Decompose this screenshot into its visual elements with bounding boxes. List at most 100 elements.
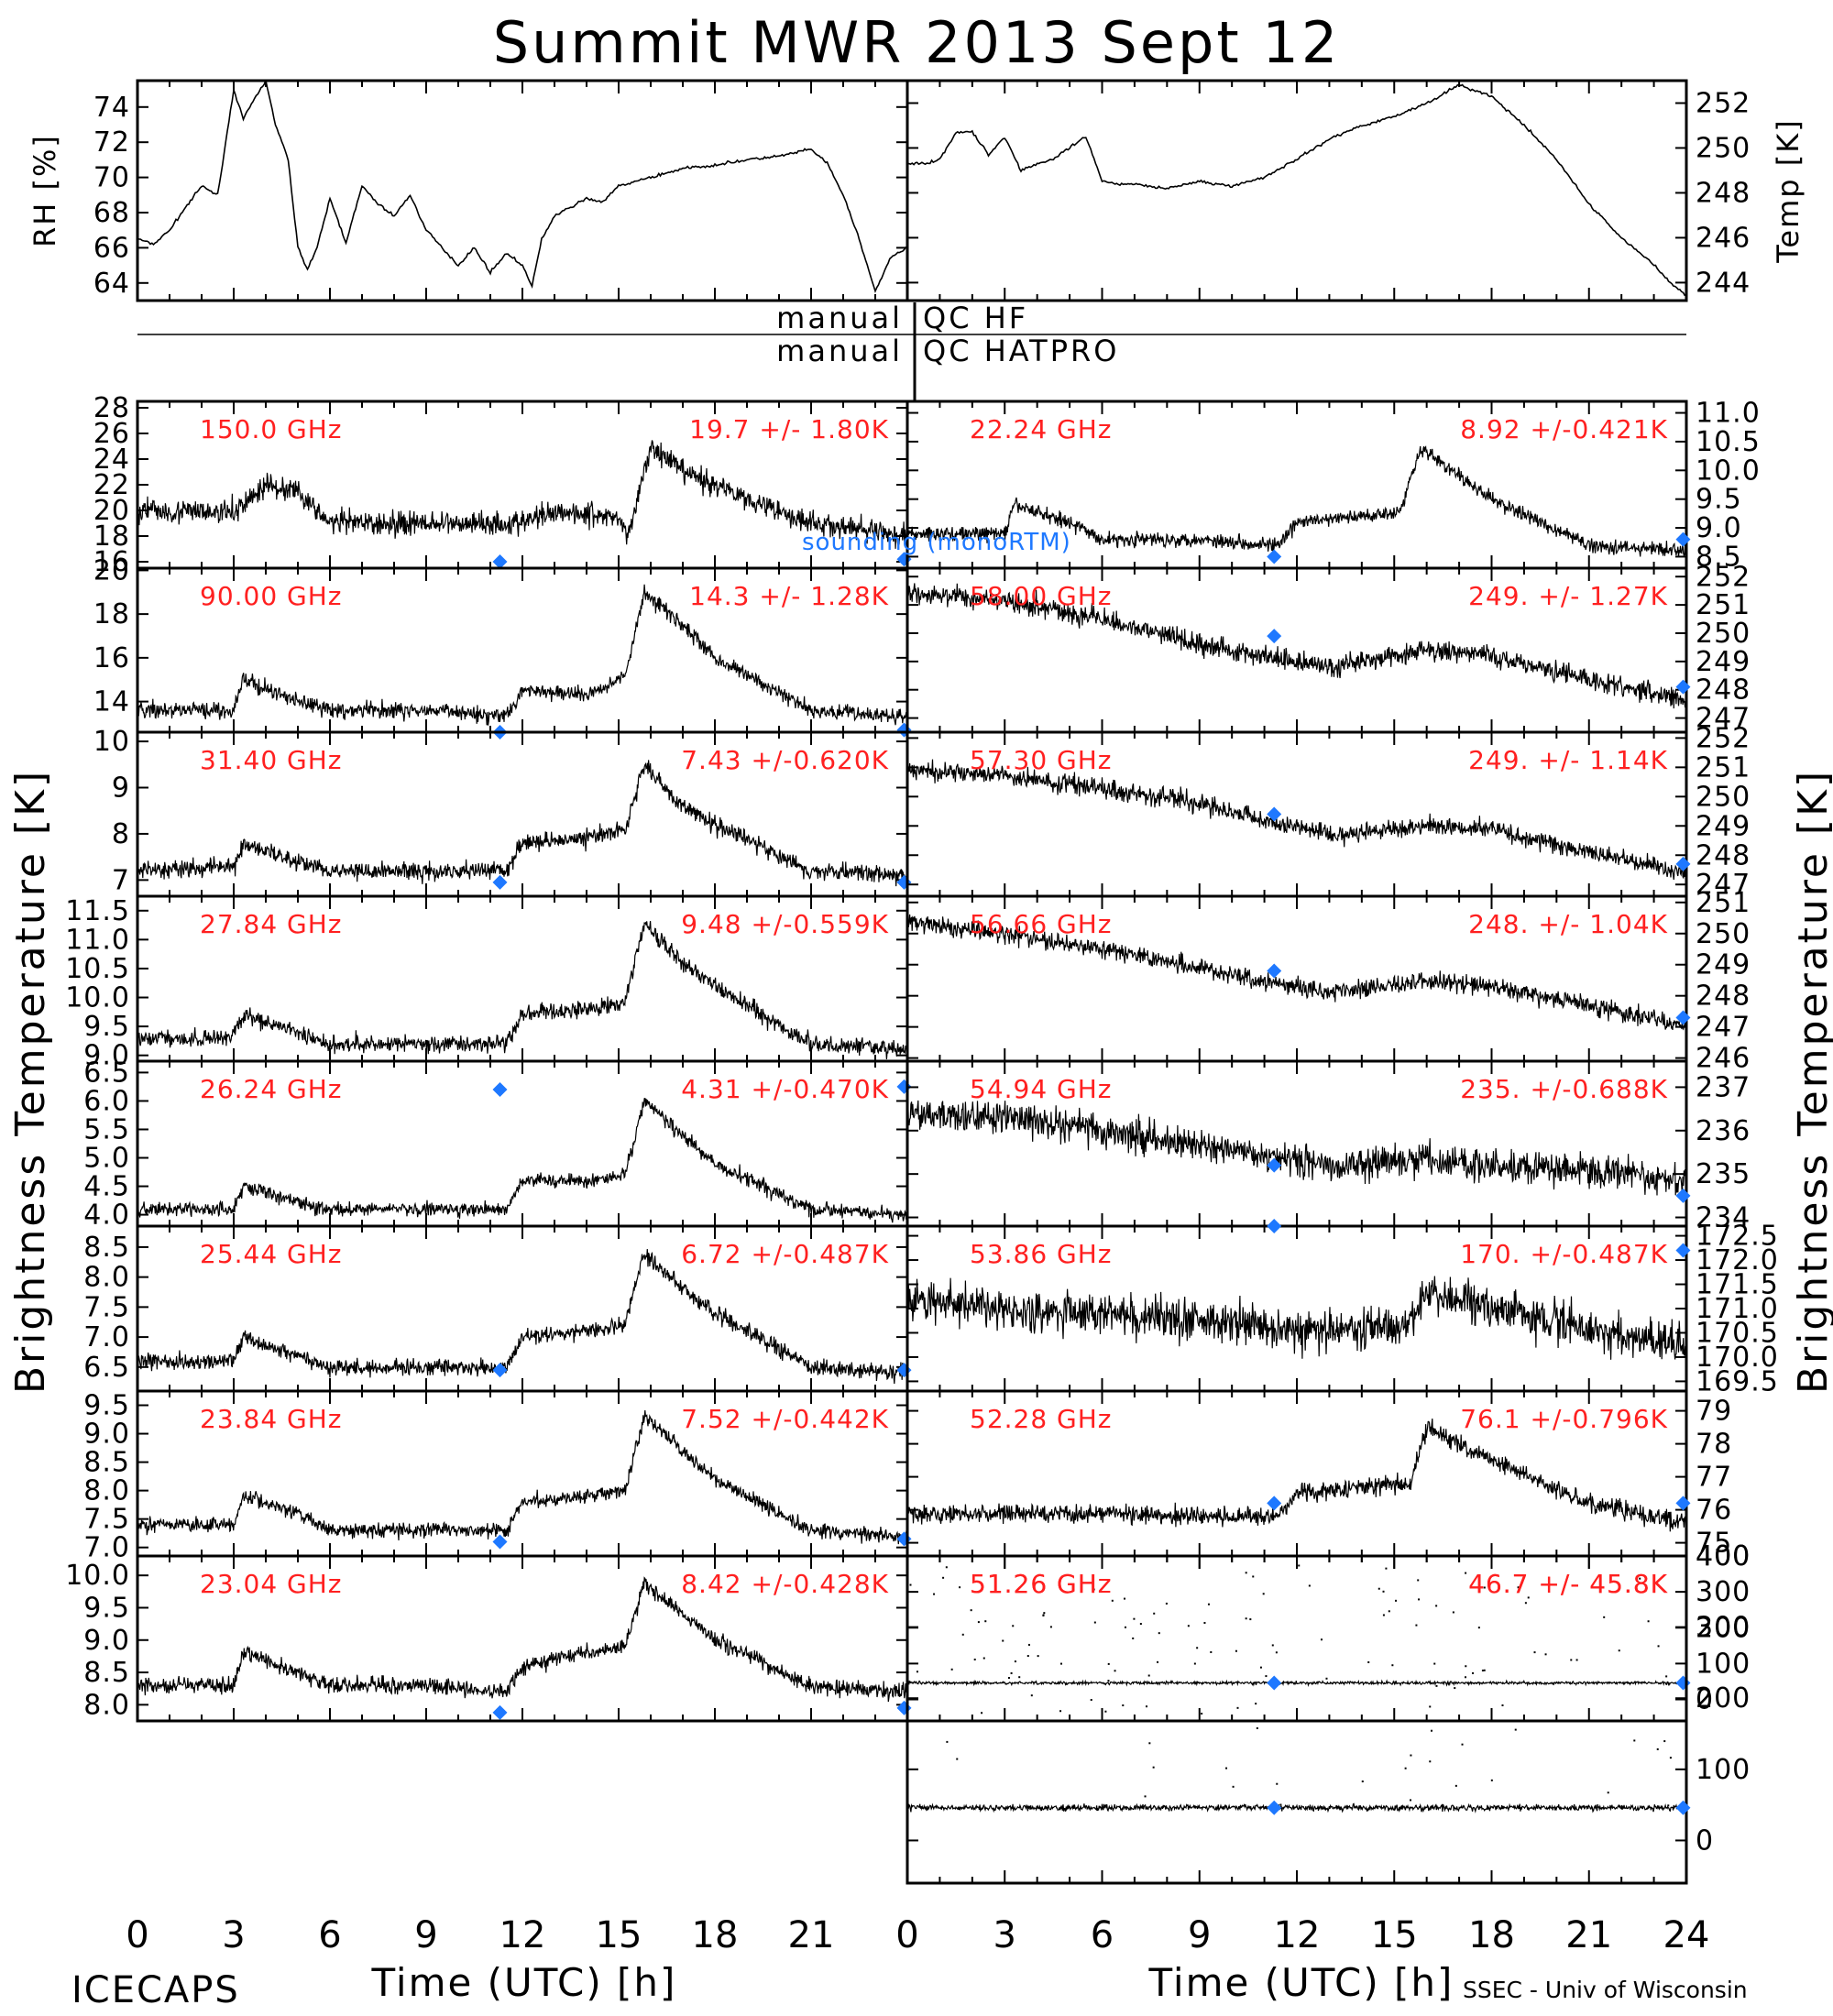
plot-area bbox=[907, 1419, 1686, 1532]
data-point bbox=[1252, 1575, 1255, 1578]
y-tick-label: 9.0 bbox=[83, 1040, 130, 1072]
y-tick-label: 11.0 bbox=[65, 924, 130, 956]
data-point bbox=[1026, 1655, 1029, 1658]
y-tick-label: 249 bbox=[1696, 810, 1751, 842]
x-tick-label: 18 bbox=[692, 1914, 739, 1956]
data-point bbox=[1483, 1669, 1486, 1671]
y-tick-label: 10 bbox=[93, 726, 130, 758]
left-axis-label: Brightness Temperature [K] bbox=[7, 769, 54, 1394]
data-point bbox=[1665, 1675, 1668, 1678]
panel-ch22: 8.59.09.510.010.511.0 22.24 GHz 8.92 +/-0.… bbox=[906, 398, 1760, 573]
data-point bbox=[1656, 1748, 1659, 1750]
data-point bbox=[1663, 1740, 1666, 1743]
sounding-point bbox=[1267, 629, 1282, 644]
stats-label: 235. +/-0.688K bbox=[1460, 1074, 1668, 1104]
data-point bbox=[1111, 1599, 1114, 1602]
sounding-point bbox=[1675, 531, 1691, 547]
data-point bbox=[1435, 1605, 1438, 1607]
plot-area bbox=[907, 914, 1686, 1031]
data-point bbox=[1279, 1803, 1282, 1806]
data-point bbox=[1639, 1577, 1641, 1580]
y-tick-label: 64 bbox=[93, 268, 130, 300]
plot-area bbox=[137, 760, 907, 887]
stats-label: 46.7 +/- 45.8K bbox=[1468, 1569, 1668, 1599]
data-point bbox=[1090, 1699, 1092, 1702]
data-point bbox=[1465, 1665, 1467, 1668]
stats-label: 76.1 +/-0.796K bbox=[1460, 1404, 1668, 1434]
frequency-label: 51.26 GHz bbox=[970, 1569, 1113, 1599]
series-line bbox=[137, 1098, 907, 1223]
data-point bbox=[1275, 1651, 1278, 1654]
y-tick-label: 9.5 bbox=[83, 1390, 130, 1422]
sounding-label: sounding (monoRTM) bbox=[802, 529, 1071, 556]
data-point bbox=[1382, 1590, 1385, 1593]
qc-left-2: manual bbox=[776, 334, 903, 368]
data-point bbox=[1235, 1649, 1237, 1652]
y-tick-label: 247 bbox=[1696, 703, 1751, 735]
y-tick-label: 8.5 bbox=[83, 1447, 130, 1479]
data-point bbox=[1236, 1706, 1239, 1709]
y-tick-label: 6.0 bbox=[83, 1085, 130, 1117]
y-tick-label: 7.0 bbox=[83, 1532, 130, 1564]
data-point bbox=[1104, 1710, 1107, 1713]
y-tick-label: 5.5 bbox=[83, 1113, 130, 1145]
y-tick-label: 10.0 bbox=[65, 982, 130, 1014]
data-point bbox=[1524, 1602, 1527, 1605]
right-axis-label: Brightness Temperature [K] bbox=[1790, 769, 1833, 1394]
data-point bbox=[1465, 1572, 1467, 1574]
data-point bbox=[1367, 1660, 1370, 1663]
data-point bbox=[1298, 1564, 1301, 1567]
plot-area bbox=[907, 1577, 1686, 1813]
data-point bbox=[970, 1609, 972, 1612]
y-tick-label: 9.5 bbox=[1696, 484, 1742, 516]
data-point bbox=[1196, 1647, 1199, 1649]
stats-label: 170. +/-0.487K bbox=[1460, 1239, 1668, 1269]
frequency-label: 54.94 GHz bbox=[970, 1074, 1113, 1104]
stats-label: 249. +/- 1.27K bbox=[1468, 581, 1668, 611]
data-point bbox=[1124, 1626, 1126, 1628]
temp-axis-label: Temp [K] bbox=[1771, 118, 1806, 263]
stats-label: 19.7 +/- 1.80K bbox=[689, 414, 889, 444]
data-point bbox=[1018, 1676, 1021, 1679]
data-point bbox=[1245, 1572, 1247, 1574]
figure-title: Summit MWR 2013 Sept 12 bbox=[493, 9, 1341, 76]
series-line bbox=[907, 83, 1686, 297]
data-point bbox=[1527, 1596, 1530, 1599]
data-point bbox=[1014, 1660, 1016, 1663]
series-line bbox=[137, 584, 907, 726]
data-point bbox=[1147, 1674, 1150, 1677]
sounding-point bbox=[492, 1534, 508, 1550]
sounding-point bbox=[1675, 1243, 1691, 1258]
y-tick-label: 170.0 bbox=[1696, 1342, 1779, 1374]
frequency-label: 23.04 GHz bbox=[200, 1569, 343, 1599]
y-tick-label: 7 bbox=[112, 864, 130, 896]
x-tick-label: 21 bbox=[1565, 1914, 1612, 1956]
sounding-point bbox=[492, 1704, 508, 1720]
y-tick-label: 251 bbox=[1696, 751, 1751, 783]
data-point bbox=[1132, 1637, 1135, 1639]
series-line bbox=[137, 1576, 907, 1703]
x-tick-label: 12 bbox=[499, 1914, 546, 1956]
data-point bbox=[1361, 1780, 1364, 1783]
series-line bbox=[137, 1249, 907, 1385]
y-tick-label: 237 bbox=[1696, 1071, 1751, 1103]
data-point bbox=[1259, 1666, 1262, 1669]
data-point bbox=[1533, 1651, 1536, 1654]
data-point bbox=[1249, 1618, 1252, 1621]
data-point bbox=[1152, 1766, 1155, 1769]
y-tick-label: 169.5 bbox=[1696, 1365, 1779, 1397]
data-point bbox=[1404, 1767, 1407, 1769]
frequency-label: 31.40 GHz bbox=[200, 745, 343, 775]
panel-ch23_8: 7.07.58.08.59.09.5 23.84 GHz 7.52 +/-0.442… bbox=[83, 1389, 912, 1564]
data-point bbox=[1410, 1799, 1412, 1802]
data-point bbox=[1320, 1638, 1323, 1641]
stats-label: 9.48 +/-0.559K bbox=[681, 909, 889, 939]
series-line bbox=[137, 1410, 907, 1545]
sounding-point bbox=[1675, 1010, 1691, 1025]
y-tick-label: 20 bbox=[93, 554, 130, 586]
data-point bbox=[1007, 1677, 1010, 1680]
series-line bbox=[137, 81, 907, 294]
data-point bbox=[1544, 1653, 1547, 1656]
